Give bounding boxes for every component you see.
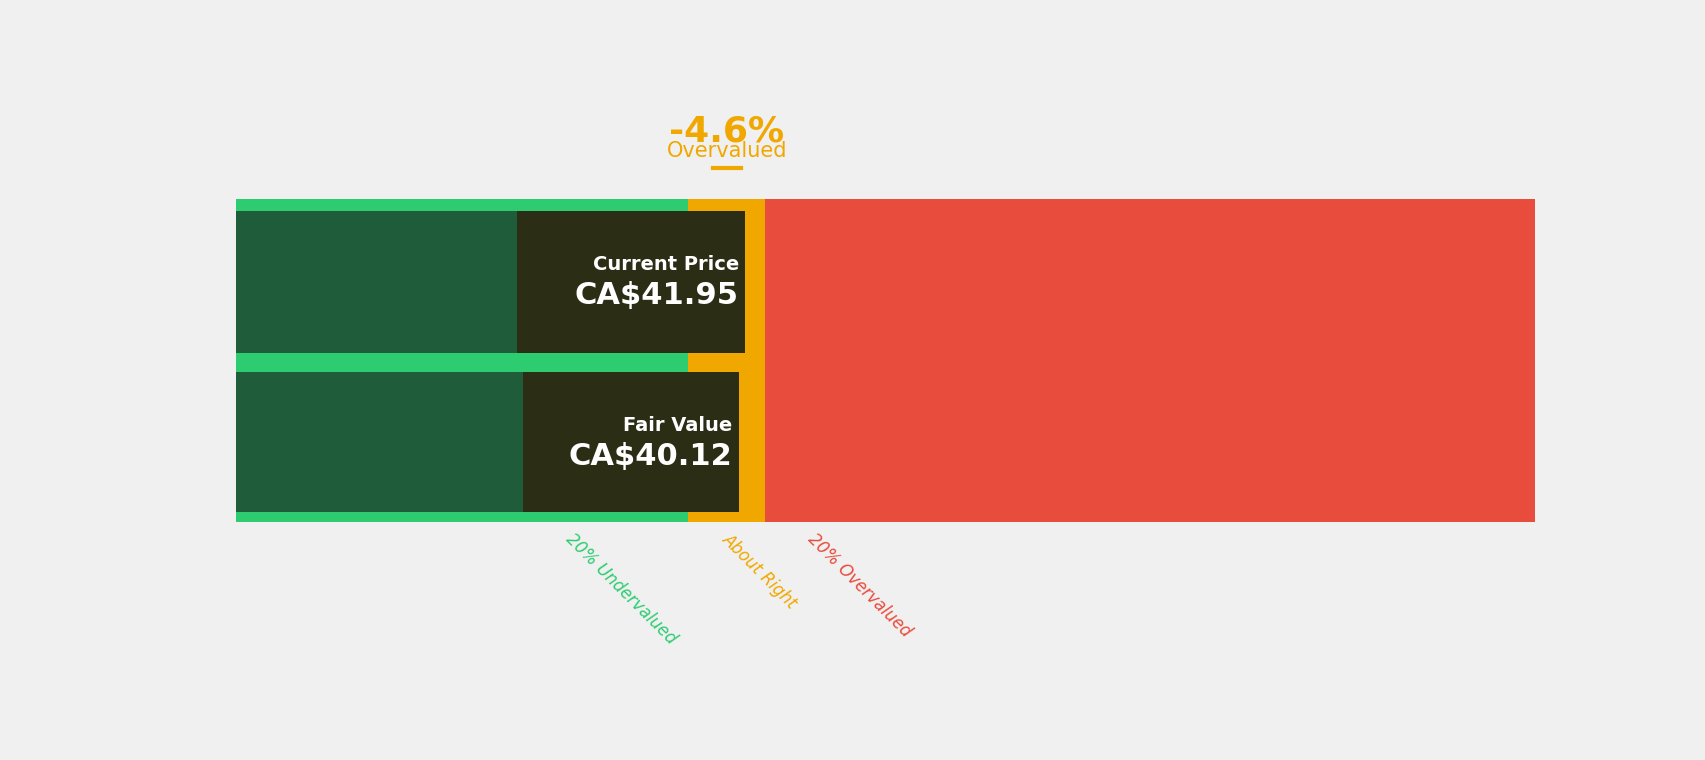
Text: Fair Value: Fair Value <box>622 416 731 435</box>
Bar <box>237 372 738 512</box>
Text: About Right: About Right <box>718 530 801 612</box>
Text: 20% Overvalued: 20% Overvalued <box>803 530 914 641</box>
Bar <box>522 372 738 512</box>
Text: -4.6%: -4.6% <box>668 114 784 148</box>
Bar <box>237 199 687 522</box>
Text: 20% Undervalued: 20% Undervalued <box>561 530 679 648</box>
Text: CA$40.12: CA$40.12 <box>568 442 731 470</box>
Text: Overvalued: Overvalued <box>667 141 786 161</box>
Text: CA$41.95: CA$41.95 <box>575 281 738 310</box>
Bar <box>517 211 745 353</box>
Text: Current Price: Current Price <box>592 255 738 274</box>
Bar <box>687 199 766 522</box>
Bar <box>766 199 1534 522</box>
Bar <box>237 211 745 353</box>
